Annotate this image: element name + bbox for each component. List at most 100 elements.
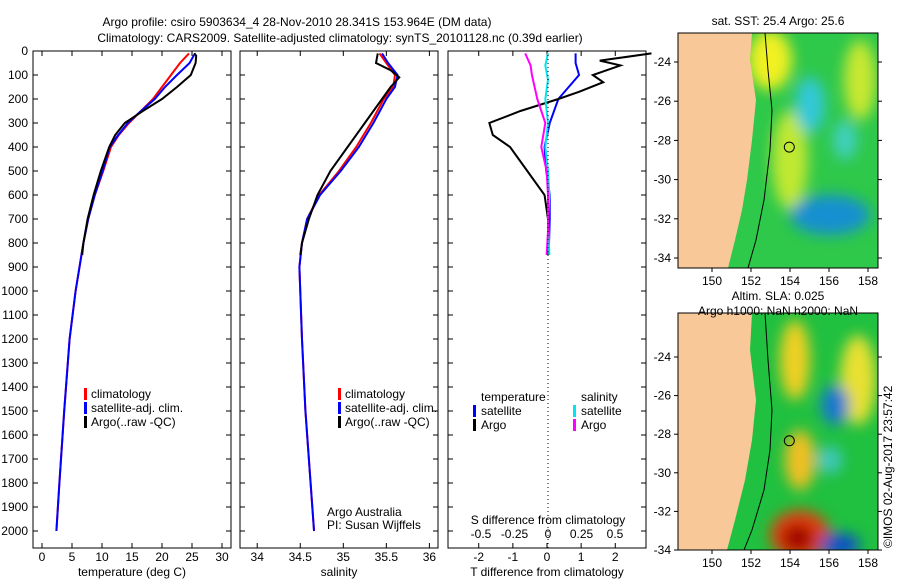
s-tick-label: -0.25 (501, 527, 529, 541)
legend-label: satellite (481, 404, 522, 418)
x-tick-label: 35.5 (375, 550, 399, 564)
credit-text: ©IMOS 02-Aug-2017 23:57:42 (881, 385, 895, 548)
isobath-line (743, 313, 773, 550)
legend-swatch (473, 405, 476, 417)
map-x-tick-label: 158 (858, 556, 878, 570)
legend-swatch (473, 419, 476, 431)
x-tick-label: 35 (337, 550, 351, 564)
x-axis-label: T difference from climatology (470, 565, 624, 579)
land-mass (678, 313, 756, 550)
y-tick-label: 500 (8, 164, 28, 178)
sst-map-title: sat. SST: 25.4 Argo: 25.6 (712, 14, 845, 28)
y-tick-label: 2000 (1, 524, 28, 538)
legend-swatch (84, 388, 87, 400)
map-x-tick-label: 152 (741, 556, 761, 570)
sla-map (678, 313, 878, 550)
x-axis-label: salinity (321, 565, 358, 579)
y-tick-label: 1800 (1, 476, 28, 490)
map-frame (677, 32, 879, 269)
legend-label: climatology (345, 387, 405, 401)
y-tick-label: 700 (8, 212, 28, 226)
legend-swatch (573, 419, 576, 431)
argo-position-marker (783, 141, 795, 153)
map-y-tick-label: -32 (654, 212, 672, 226)
map-x-tick-label: 154 (780, 274, 800, 288)
s-tick-label: 0.25 (570, 527, 594, 541)
x-tick-label: -1 (508, 550, 519, 564)
legend-group-title: salinity (581, 390, 618, 404)
x-tick-label: 1 (578, 550, 585, 564)
plot-frame (32, 50, 232, 549)
legend-label: satellite-adj. clim. (345, 401, 437, 415)
x-tick-label: 30 (215, 550, 229, 564)
series-line-satellite-adj-clim- (55, 52, 196, 532)
map-y-tick-label: -32 (654, 504, 672, 518)
legend-swatch (84, 416, 87, 428)
x-tick-label: 34 (251, 550, 265, 564)
x-tick-label: 0 (39, 550, 46, 564)
annotation-text: PI: Susan Wijffels (327, 518, 421, 532)
y-tick-label: 400 (8, 140, 28, 154)
x-tick-label: 2 (612, 550, 619, 564)
legend-group-title: temperature (481, 390, 546, 404)
y-tick-label: 1500 (1, 404, 28, 418)
y-tick-label: 100 (8, 68, 28, 82)
series-line-t-argo (488, 52, 652, 255)
y-tick-label: 0 (21, 44, 28, 58)
s-axis-label: S difference from climatology (471, 513, 626, 527)
y-tick-label: 1400 (1, 380, 28, 394)
series-line-s-argo (524, 52, 549, 256)
map-y-tick-label: -26 (654, 389, 672, 403)
x-tick-label: -2 (473, 550, 484, 564)
s-tick-label: -0.5 (471, 527, 492, 541)
sst-map (678, 33, 878, 268)
legend-swatch (573, 405, 576, 417)
title-line-2: Climatology: CARS2009. Satellite-adjuste… (97, 31, 582, 45)
y-tick-label: 1100 (2, 308, 28, 322)
series-line-climatology (298, 52, 397, 532)
map-y-tick-label: -34 (654, 543, 672, 557)
legend-swatch (338, 416, 341, 428)
map-y-tick-label: -24 (654, 55, 672, 69)
title-line-1: Argo profile: csiro 5903634_4 28-Nov-201… (103, 15, 492, 29)
series-line-satellite-adj-clim- (298, 52, 399, 532)
legend-label: satellite-adj. clim. (91, 401, 183, 415)
map-y-tick-label: -28 (654, 133, 672, 147)
x-tick-label: 5 (69, 550, 76, 564)
y-tick-label: 900 (8, 260, 28, 274)
y-tick-label: 1600 (1, 428, 28, 442)
series-line-t-satellite (543, 53, 581, 256)
y-tick-label: 800 (8, 236, 28, 250)
map-x-tick-label: 154 (780, 556, 800, 570)
y-tick-label: 300 (8, 116, 28, 130)
map-y-tick-label: -34 (654, 251, 672, 265)
land-mass (678, 33, 756, 268)
s-tick-label: 0.5 (607, 527, 624, 541)
sla-map-title-1: Altim. SLA: 0.025 (732, 289, 825, 303)
map-x-tick-label: 150 (702, 274, 722, 288)
legend-swatch (338, 388, 341, 400)
s-tick-label: 0 (545, 527, 552, 541)
map-x-tick-label: 150 (702, 556, 722, 570)
map-y-tick-label: -28 (654, 427, 672, 441)
map-frame (677, 312, 879, 551)
map-x-tick-label: 158 (858, 274, 878, 288)
map-y-tick-label: -24 (654, 350, 672, 364)
legend-label: Argo (581, 418, 607, 432)
x-tick-label: 36 (423, 550, 437, 564)
x-tick-label: 10 (95, 550, 109, 564)
y-tick-label: 1300 (1, 356, 28, 370)
legend-label: Argo(..raw -QC) (345, 415, 430, 429)
x-axis-label: temperature (deg C) (78, 565, 186, 579)
y-tick-label: 1700 (1, 452, 28, 466)
legend-label: Argo (481, 418, 507, 432)
y-tick-label: 600 (8, 188, 28, 202)
legend-swatch (84, 402, 87, 414)
legend-label: climatology (91, 387, 151, 401)
map-y-tick-label: -30 (654, 466, 672, 480)
series-line-argo-raw-qc- (81, 52, 198, 256)
map-y-tick-label: -30 (654, 173, 672, 187)
legend-label: satellite (581, 404, 622, 418)
